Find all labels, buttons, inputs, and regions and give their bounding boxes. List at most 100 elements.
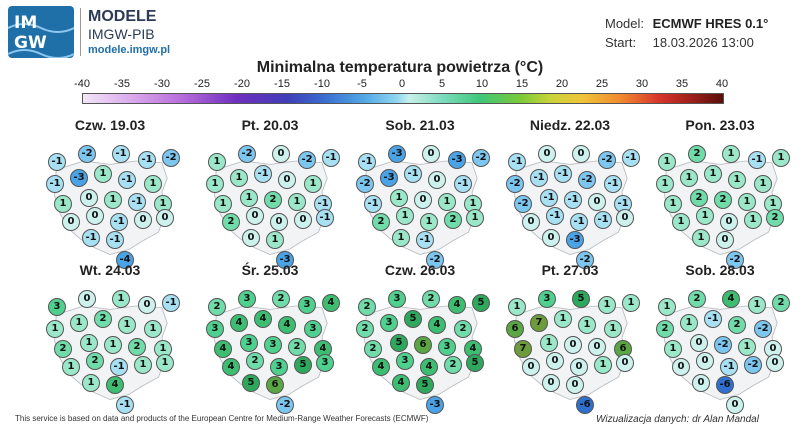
station-value: 1 xyxy=(118,316,136,334)
logo-waves-icon xyxy=(8,23,74,58)
station-value: -1 xyxy=(540,189,558,207)
station-value: 5 xyxy=(466,354,484,372)
station-value: 3 xyxy=(298,296,316,314)
station-value: 0 xyxy=(134,211,152,229)
station-value: 0 xyxy=(278,171,296,189)
colorbar-tick: -40 xyxy=(74,78,90,90)
station-value: 2 xyxy=(656,320,674,338)
station-value: 0 xyxy=(766,354,784,372)
station-value: -2 xyxy=(356,175,374,193)
station-value: 1 xyxy=(144,175,162,193)
station-value: -2 xyxy=(276,396,294,414)
station-value: -6 xyxy=(716,376,734,394)
colorbar-tick: -5 xyxy=(357,78,367,90)
station-value: -2 xyxy=(238,145,256,163)
station-value: -1 xyxy=(358,153,376,171)
station-value: 0 xyxy=(572,145,590,163)
station-value: 0 xyxy=(616,354,634,372)
station-value: 5 xyxy=(294,356,312,374)
forecast-map: Sob. 28.03 1 2 4 1 2 2 1 -1 2 -2 1 0 -2 1 0 0 0 -1 -2 0 0 -6 0 xyxy=(650,262,790,414)
map-date-label: Wt. 24.03 xyxy=(79,262,141,278)
colorbar-tick: -30 xyxy=(154,78,170,90)
station-value: 0 xyxy=(272,145,290,163)
run-info: Model: ECMWF HRES 0.1° Start: 18.03.2026… xyxy=(605,14,768,52)
station-value: 2 xyxy=(422,290,440,308)
colorbar-tick: -20 xyxy=(234,78,250,90)
brand-block: MODELE IMGW-PIB modele.imgw.pl xyxy=(88,8,170,58)
start-key: Start: xyxy=(605,35,637,50)
footer-disclaimer: This service is based on data and produc… xyxy=(15,414,429,423)
station-value: 0 xyxy=(78,290,96,308)
station-value: 1 xyxy=(664,340,682,358)
station-value: -1 xyxy=(546,207,564,225)
station-value: -1 xyxy=(322,149,340,167)
station-value: -1 xyxy=(508,153,526,171)
station-value: 1 xyxy=(664,195,682,213)
station-value: -1 xyxy=(554,165,572,183)
station-value: 1 xyxy=(772,149,790,167)
colorbar-tick: 25 xyxy=(595,78,609,90)
station-value: 0 xyxy=(696,352,714,370)
station-value: 1 xyxy=(62,358,80,376)
station-value: 2 xyxy=(264,191,282,209)
station-value: 0 xyxy=(246,207,264,225)
station-value: 1 xyxy=(104,191,122,209)
colorbar-tick: 5 xyxy=(438,78,446,90)
station-value: 3 xyxy=(538,290,556,308)
station-value: 5 xyxy=(390,334,408,352)
station-value: 0 xyxy=(62,213,80,231)
station-value: 1 xyxy=(598,296,616,314)
map-date-label: Pt. 20.03 xyxy=(241,117,299,133)
station-value: 2 xyxy=(444,211,462,229)
map-date-label: Pt. 27.03 xyxy=(541,262,599,278)
map-date-label: Czw. 26.03 xyxy=(384,262,456,278)
brand-site-link[interactable]: modele.imgw.pl xyxy=(88,44,171,56)
station-value: 2 xyxy=(356,320,374,338)
station-value: 4 xyxy=(314,340,332,358)
station-value: 0 xyxy=(138,296,156,314)
station-value: 0 xyxy=(538,145,556,163)
station-value: -1 xyxy=(570,213,588,231)
station-value: 0 xyxy=(764,340,782,358)
station-value: 2 xyxy=(358,298,376,316)
station-value: -6 xyxy=(576,396,594,414)
station-value: 0 xyxy=(422,145,440,163)
station-value: 2 xyxy=(690,189,708,207)
station-value: 3 xyxy=(264,336,282,354)
station-value: -1 xyxy=(116,396,134,414)
station-value: 1 xyxy=(156,354,174,372)
station-value: 4 xyxy=(322,294,340,312)
station-value: -1 xyxy=(82,229,100,247)
station-value: -1 xyxy=(106,231,124,249)
colorbar-tick: -25 xyxy=(194,78,210,90)
station-value: -1 xyxy=(454,175,472,193)
station-value: 2 xyxy=(128,338,146,356)
station-value: 1 xyxy=(594,356,612,374)
station-value: -2 xyxy=(78,145,96,163)
station-value: 2 xyxy=(772,294,790,312)
station-value: 5 xyxy=(404,310,422,328)
station-value: -2 xyxy=(726,251,744,269)
station-value: 2 xyxy=(272,290,290,308)
station-value: 4 xyxy=(254,310,272,328)
station-value: 0 xyxy=(672,358,690,376)
station-value: 1 xyxy=(754,175,772,193)
station-value: 0 xyxy=(414,191,432,209)
station-value: 4 xyxy=(392,374,410,392)
station-value: 1 xyxy=(680,314,698,332)
station-value: 1 xyxy=(266,231,284,249)
station-value: 0 xyxy=(270,213,288,231)
map-date-label: Sob. 21.03 xyxy=(385,117,455,133)
station-value: 4 xyxy=(420,358,438,376)
colorbar-tick: 10 xyxy=(475,78,489,90)
station-value: -1 xyxy=(46,175,64,193)
forecast-map: Śr. 25.03 2 3 2 3 4 3 4 4 4 3 4 3 3 2 4 4 2 3 5 3 5 6 -2 xyxy=(200,262,340,414)
station-value: 0 xyxy=(566,376,584,394)
station-value: 0 xyxy=(86,207,104,225)
station-value: 0 xyxy=(616,209,634,227)
station-value: 3 xyxy=(48,298,66,316)
map-date-label: Czw. 19.03 xyxy=(74,117,146,133)
map-date-label: Śr. 25.03 xyxy=(241,262,299,278)
colorbar-tick: 35 xyxy=(675,78,689,90)
station-value: 1 xyxy=(578,316,596,334)
